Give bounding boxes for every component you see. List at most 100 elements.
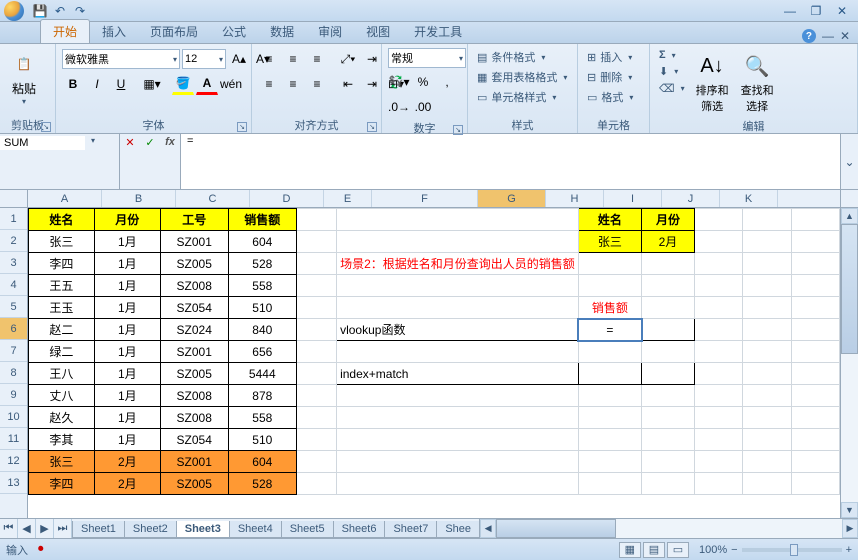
scroll-down-icon[interactable]: ▼: [841, 502, 858, 518]
cell-K6[interactable]: [791, 319, 839, 341]
cell-F11[interactable]: [337, 429, 579, 451]
cell-D7[interactable]: 656: [228, 341, 296, 363]
cell-K13[interactable]: [791, 473, 839, 495]
cell-I1[interactable]: [694, 209, 742, 231]
cell-D8[interactable]: 5444: [228, 363, 296, 385]
align-right-icon[interactable]: ≡: [306, 73, 328, 95]
align-center-icon[interactable]: ≡: [282, 73, 304, 95]
paste-button[interactable]: 📋 粘贴 ▾: [4, 46, 44, 108]
cell-E13[interactable]: [296, 473, 336, 495]
cell-H12[interactable]: [642, 451, 695, 473]
align-left-icon[interactable]: ≡: [258, 73, 280, 95]
cell-I2[interactable]: [694, 231, 742, 253]
tab-review[interactable]: 审阅: [306, 20, 354, 43]
number-launcher[interactable]: ↘: [453, 125, 463, 135]
cell-I9[interactable]: [694, 385, 742, 407]
formula-input[interactable]: =: [181, 134, 840, 189]
row-header-11[interactable]: 11: [0, 428, 27, 450]
cell-D1[interactable]: 销售额: [228, 209, 296, 231]
cell-B3[interactable]: 1月: [94, 253, 160, 275]
cell-A3[interactable]: 李四: [29, 253, 95, 275]
cell-C10[interactable]: SZ008: [160, 407, 228, 429]
cell-D6[interactable]: 840: [228, 319, 296, 341]
cell-E3[interactable]: [296, 253, 336, 275]
cell-B1[interactable]: 月份: [94, 209, 160, 231]
qat-redo-icon[interactable]: ↷: [72, 3, 88, 19]
cancel-formula-icon[interactable]: ✕: [120, 136, 140, 149]
cell-G7[interactable]: [578, 341, 641, 363]
cell-I13[interactable]: [694, 473, 742, 495]
find-select-button[interactable]: 🔍 查找和 选择: [737, 48, 778, 116]
cell-K7[interactable]: [791, 341, 839, 363]
row-header-5[interactable]: 5: [0, 296, 27, 318]
cell-J5[interactable]: [743, 297, 791, 319]
cell-I8[interactable]: [694, 363, 742, 385]
row-header-6[interactable]: 6: [0, 318, 27, 340]
cell-H1[interactable]: 月份: [642, 209, 695, 231]
fx-icon[interactable]: fx: [160, 136, 180, 148]
row-header-13[interactable]: 13: [0, 472, 27, 494]
zoom-in-icon[interactable]: +: [846, 544, 852, 556]
cell-A2[interactable]: 张三: [29, 231, 95, 253]
cell-A13[interactable]: 李四: [29, 473, 95, 495]
align-bottom-icon[interactable]: ≡: [306, 48, 328, 70]
cell-F3[interactable]: 场景2：根据姓名和月份查询出人员的销售额: [337, 253, 579, 275]
cell-G5[interactable]: 销售额: [578, 297, 641, 319]
fill-color-icon[interactable]: 🪣: [172, 73, 194, 95]
cell-D11[interactable]: 510: [228, 429, 296, 451]
insert-cells-button[interactable]: ⊞插入▾: [584, 48, 635, 66]
cell-J13[interactable]: [743, 473, 791, 495]
fill-button[interactable]: ⬇▾: [656, 64, 688, 79]
vertical-scrollbar[interactable]: ▲ ▼: [840, 208, 858, 518]
tab-insert[interactable]: 插入: [90, 20, 138, 43]
sheet-tab-Shee[interactable]: Shee: [436, 521, 480, 538]
cell-A5[interactable]: 王玉: [29, 297, 95, 319]
cell-G9[interactable]: [578, 385, 641, 407]
cell-D3[interactable]: 528: [228, 253, 296, 275]
cell-B2[interactable]: 1月: [94, 231, 160, 253]
cell-C7[interactable]: SZ001: [160, 341, 228, 363]
cell-H6[interactable]: [642, 319, 695, 341]
col-header-C[interactable]: C: [176, 190, 250, 207]
cell-B8[interactable]: 1月: [94, 363, 160, 385]
format-cells-button[interactable]: ▭格式▾: [584, 88, 636, 106]
cell-H9[interactable]: [642, 385, 695, 407]
cell-H8[interactable]: [642, 363, 695, 385]
decrease-decimal-icon[interactable]: .00: [412, 96, 434, 118]
scroll-up-icon[interactable]: ▲: [841, 208, 858, 224]
cell-K3[interactable]: [791, 253, 839, 275]
cell-E8[interactable]: [296, 363, 336, 385]
cell-K4[interactable]: [791, 275, 839, 297]
qat-save-icon[interactable]: 💾: [32, 3, 48, 19]
cell-F7[interactable]: [337, 341, 579, 363]
cell-A6[interactable]: 赵二: [29, 319, 95, 341]
cell-H11[interactable]: [642, 429, 695, 451]
row-header-12[interactable]: 12: [0, 450, 27, 472]
cell-E7[interactable]: [296, 341, 336, 363]
tab-prev-icon[interactable]: ◀: [18, 519, 36, 538]
macro-record-icon[interactable]: ⏺: [38, 543, 44, 556]
cell-F13[interactable]: [337, 473, 579, 495]
cell-J10[interactable]: [743, 407, 791, 429]
tab-developer[interactable]: 开发工具: [402, 20, 474, 43]
clear-button[interactable]: ⌫▾: [656, 81, 688, 96]
align-middle-icon[interactable]: ≡: [282, 48, 304, 70]
hscroll-thumb[interactable]: [496, 519, 616, 538]
office-button[interactable]: [4, 1, 24, 21]
cell-A7[interactable]: 绿二: [29, 341, 95, 363]
enter-formula-icon[interactable]: ✓: [140, 136, 160, 149]
sheet-tab-Sheet5[interactable]: Sheet5: [281, 521, 334, 538]
row-header-9[interactable]: 9: [0, 384, 27, 406]
cell-C12[interactable]: SZ001: [160, 451, 228, 473]
tab-formulas[interactable]: 公式: [210, 20, 258, 43]
cell-I5[interactable]: [694, 297, 742, 319]
cell-I7[interactable]: [694, 341, 742, 363]
sheet-tab-Sheet4[interactable]: Sheet4: [229, 521, 282, 538]
underline-icon[interactable]: U: [110, 73, 132, 95]
cell-J4[interactable]: [743, 275, 791, 297]
cell-E5[interactable]: [296, 297, 336, 319]
tab-data[interactable]: 数据: [258, 20, 306, 43]
cell-G8[interactable]: [578, 363, 641, 385]
cell-H4[interactable]: [642, 275, 695, 297]
currency-icon[interactable]: 💱▾: [388, 71, 410, 93]
